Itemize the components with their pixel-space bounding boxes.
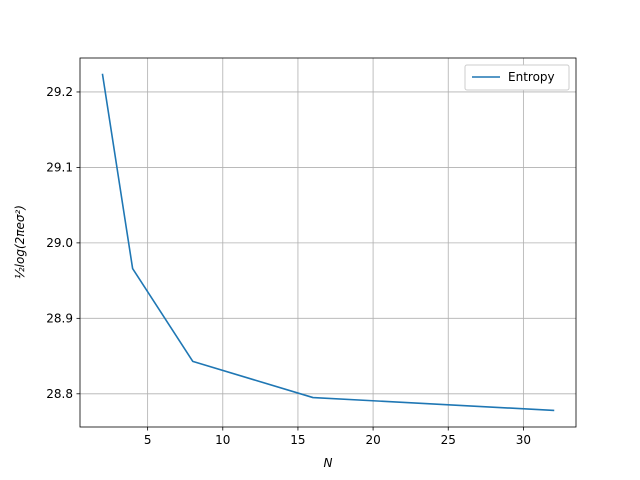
x-tick-label: 20 [365,433,380,447]
series-layer [101,73,555,412]
y-tick-label: 29.1 [46,160,73,174]
series-line-entropy [101,73,555,412]
x-tick-label: 25 [441,433,456,447]
legend-box [464,64,570,91]
y-tick-label: 28.8 [46,387,73,401]
x-tick-label: 30 [516,433,531,447]
y-tick-label: 29.2 [46,85,73,99]
grid-lines [80,58,576,427]
legend-series-label: Entropy [508,70,555,84]
axis-ticks: 5 10 15 20 25 30 28.8 28.9 29.0 29.1 29.2 [46,85,531,447]
y-tick-label: 28.9 [46,311,73,325]
x-axis-label: N [324,456,333,470]
y-axis-label: ½log(2πeσ²) [13,205,27,279]
x-tick-label: 5 [144,433,152,447]
legend: Entropy [464,64,570,91]
x-tick-label: 10 [215,433,230,447]
y-tick-label: 29.0 [46,236,73,250]
x-tick-label: 15 [290,433,305,447]
